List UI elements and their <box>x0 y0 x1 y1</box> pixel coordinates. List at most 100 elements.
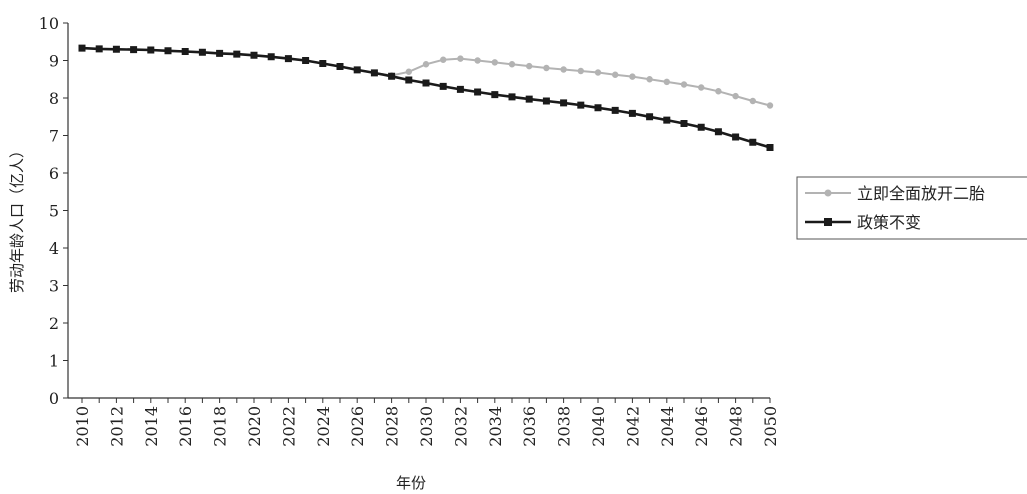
data-point <box>457 55 464 62</box>
y-tick-label: 6 <box>49 164 59 183</box>
y-tick-label: 2 <box>49 314 59 333</box>
data-point <box>646 113 654 121</box>
data-point <box>405 68 412 75</box>
data-point <box>302 57 310 64</box>
x-tick-label: 2028 <box>383 406 402 447</box>
data-point <box>594 69 602 76</box>
x-tick-label: 2036 <box>520 406 539 447</box>
data-point <box>611 106 619 114</box>
data-point <box>680 81 688 88</box>
data-point <box>680 120 688 127</box>
data-point <box>95 45 103 53</box>
x-tick-label: 2010 <box>73 406 92 447</box>
data-point <box>181 48 189 55</box>
legend-item-1: 政策不变 <box>805 213 921 232</box>
data-point <box>405 76 413 84</box>
data-point <box>319 60 327 67</box>
data-point <box>732 133 740 141</box>
data-point <box>336 63 344 70</box>
x-tick-label: 2038 <box>555 406 574 447</box>
data-point <box>130 46 138 54</box>
data-point <box>508 61 516 68</box>
data-point <box>749 138 757 146</box>
x-tick-label: 2030 <box>417 406 436 447</box>
data-point <box>577 67 584 75</box>
data-point <box>697 123 705 131</box>
data-point <box>629 73 636 80</box>
data-point <box>284 55 292 63</box>
data-point <box>543 64 550 72</box>
x-tick-label: 2042 <box>623 406 642 447</box>
legend-label-0: 立即全面放开二胎 <box>857 184 985 203</box>
y-tick-label: 1 <box>49 352 59 371</box>
data-point <box>422 79 430 87</box>
data-point <box>474 57 481 64</box>
x-tick-label: 2040 <box>589 406 608 447</box>
data-point <box>715 88 722 95</box>
data-point <box>440 56 447 63</box>
data-point <box>577 101 585 109</box>
x-tick-label: 2044 <box>658 406 677 447</box>
y-tick-label: 3 <box>49 277 59 296</box>
series-1 <box>78 44 774 151</box>
data-point <box>250 51 258 59</box>
data-point <box>147 46 155 54</box>
data-point <box>766 102 774 109</box>
x-tick-label: 2014 <box>142 406 161 447</box>
y-tick-label: 9 <box>49 52 59 71</box>
data-point <box>525 95 533 103</box>
data-point <box>439 82 447 90</box>
data-point <box>663 116 671 124</box>
x-axis-title: 年份 <box>396 474 426 492</box>
data-point <box>646 76 653 83</box>
data-point <box>491 59 498 66</box>
x-tick-label: 2012 <box>107 406 126 447</box>
data-point <box>749 97 756 105</box>
data-point <box>663 78 670 86</box>
legend: 立即全面放开二胎 政策不变 <box>796 176 1027 240</box>
data-point <box>560 66 567 73</box>
x-axis-ticks: 2010 2012 2014 2016 2018 2020 2022 2024 2026 2028… <box>73 398 780 447</box>
y-tick-label: 5 <box>49 202 59 221</box>
x-tick-label: 2016 <box>176 406 195 447</box>
x-tick-label: 2048 <box>727 406 746 447</box>
x-tick-label: 2018 <box>211 406 230 447</box>
y-tick-label: 0 <box>49 389 59 408</box>
x-tick-label: 2050 <box>761 406 780 447</box>
data-point <box>353 66 361 74</box>
data-point <box>233 50 241 58</box>
data-point <box>474 88 482 96</box>
y-tick-label: 8 <box>49 89 59 108</box>
x-tick-label: 2046 <box>692 406 711 447</box>
data-point <box>388 72 396 80</box>
data-point <box>732 92 739 100</box>
x-tick-label: 2020 <box>245 406 264 447</box>
legend-label-1: 政策不变 <box>857 213 921 232</box>
data-point <box>594 104 602 112</box>
x-tick-label: 2032 <box>451 406 470 447</box>
x-tick-label: 2026 <box>348 406 367 447</box>
data-point <box>456 85 464 93</box>
data-point <box>370 69 378 77</box>
data-point <box>698 84 705 91</box>
legend-item-0: 立即全面放开二胎 <box>805 184 985 203</box>
data-point <box>526 62 533 70</box>
data-point <box>491 91 499 99</box>
y-axis-ticks: 0 1 2 3 4 5 6 7 8 9 10 <box>39 14 68 408</box>
data-point <box>112 45 120 53</box>
plot-area: 0 1 2 3 4 5 6 7 8 9 10 2010 2012 2014 2016 2018 2020 202… <box>39 14 780 447</box>
data-point <box>508 93 516 101</box>
x-tick-label: 2024 <box>314 406 333 447</box>
data-point <box>612 71 619 78</box>
data-point <box>714 128 722 136</box>
y-tick-label: 4 <box>49 239 59 258</box>
data-point <box>560 99 568 107</box>
data-point <box>198 48 206 56</box>
y-axis-title: 劳动年龄人口（亿人） <box>8 143 26 293</box>
data-point <box>766 144 774 151</box>
data-point <box>422 61 430 68</box>
y-tick-label: 7 <box>49 127 59 146</box>
series-line-0 <box>81 47 771 107</box>
legend-marker-0 <box>824 189 832 197</box>
